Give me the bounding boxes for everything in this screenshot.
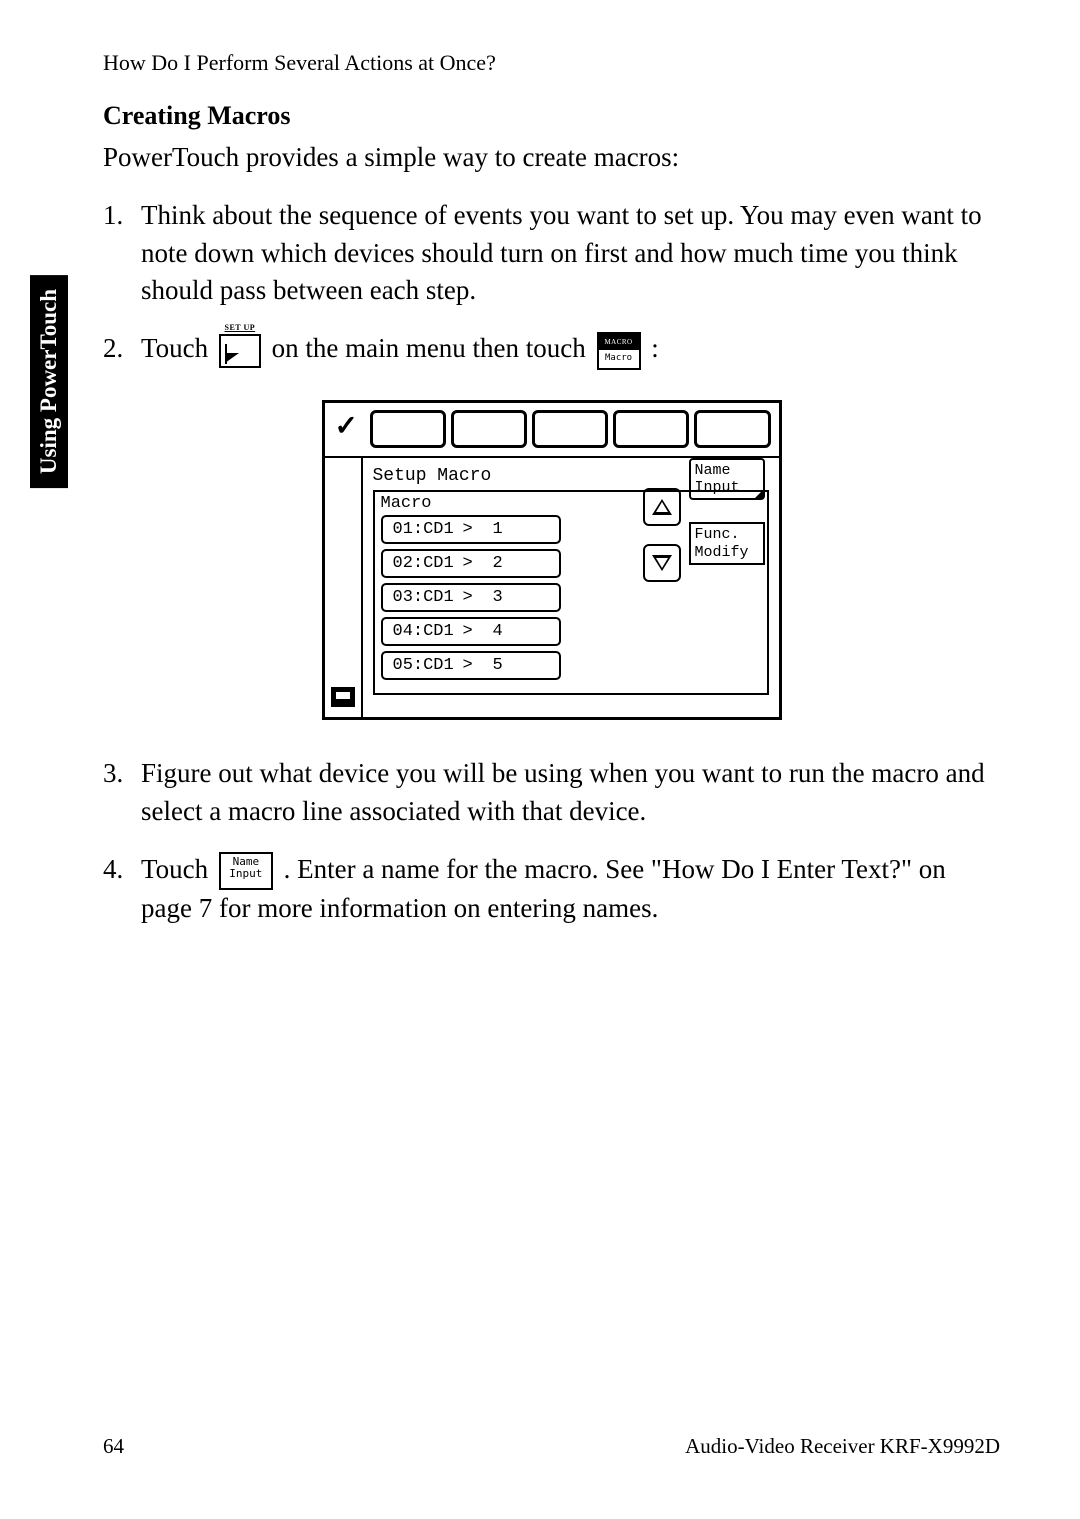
- display-icon: [331, 687, 355, 707]
- top-softkey: [370, 410, 446, 448]
- btn-line: Input: [695, 479, 759, 496]
- macro-num: 5: [493, 656, 503, 675]
- macro-row: 01:CD1 > 1: [381, 515, 561, 544]
- check-icon: [333, 413, 365, 445]
- macro-arrow: >: [463, 588, 493, 607]
- macro-icon-top: MACRO: [599, 334, 639, 350]
- setup-icon: SET UP: [219, 334, 261, 368]
- step-number: 4.: [103, 851, 141, 929]
- name-input-button: Name Input: [689, 458, 765, 501]
- text-part: Touch: [141, 333, 215, 363]
- macro-num: 3: [493, 588, 503, 607]
- macro-num: 4: [493, 622, 503, 641]
- step-number: 3.: [103, 755, 141, 831]
- step-4: 4. Touch Name Input . Enter a name for t…: [103, 851, 1000, 929]
- page-number: 64: [103, 1434, 124, 1459]
- page-footer: 64 Audio-Video Receiver KRF-X9992D: [103, 1434, 1000, 1459]
- step-text: Touch Name Input . Enter a name for the …: [141, 851, 1000, 929]
- top-softkey: [532, 410, 608, 448]
- macro-arrow: >: [463, 656, 493, 675]
- text-part: :: [651, 333, 659, 363]
- step-3: 3. Figure out what device you will be us…: [103, 755, 1000, 831]
- func-modify-button: Func. Modify: [689, 522, 765, 565]
- macro-code: 02:CD1: [393, 554, 463, 573]
- macro-row: 05:CD1 > 5: [381, 651, 561, 680]
- intro-text: PowerTouch provides a simple way to crea…: [103, 139, 1000, 177]
- name-input-icon: Name Input: [219, 852, 273, 890]
- text-part: on the main menu then touch: [272, 333, 593, 363]
- macro-num: 2: [493, 554, 503, 573]
- macro-code: 04:CD1: [393, 622, 463, 641]
- macro-row: 02:CD1 > 2: [381, 549, 561, 578]
- macro-icon: MACRO Macro: [597, 332, 641, 370]
- step-text: Touch SET UP on the main menu then touch…: [141, 330, 1000, 370]
- step-1: 1. Think about the sequence of events yo…: [103, 197, 1000, 310]
- lcd-leftbar: [325, 458, 363, 717]
- setup-icon-label: SET UP: [221, 322, 259, 333]
- step-number: 1.: [103, 197, 141, 310]
- lcd-main: Setup Macro Macro 01:CD1 > 1 02:CD1 > 2: [363, 458, 779, 717]
- top-softkey: [694, 410, 770, 448]
- btn-line: Modify: [695, 544, 759, 561]
- page-header: How Do I Perform Several Actions at Once…: [103, 50, 1000, 76]
- macro-row: 04:CD1 > 4: [381, 617, 561, 646]
- up-arrow-button: [643, 488, 681, 526]
- text-part: Touch: [141, 854, 215, 884]
- btn-line: Name: [695, 462, 759, 479]
- side-tab: Using PowerTouch: [30, 275, 68, 488]
- macro-arrow: >: [463, 520, 493, 539]
- lcd-screenshot: Setup Macro Macro 01:CD1 > 1 02:CD1 > 2: [322, 400, 782, 720]
- macro-row: 03:CD1 > 3: [381, 583, 561, 612]
- macro-code: 03:CD1: [393, 588, 463, 607]
- step-text: Figure out what device you will be using…: [141, 755, 1000, 831]
- lcd-topbar: [325, 403, 779, 458]
- macro-arrow: >: [463, 622, 493, 641]
- product-name: Audio-Video Receiver KRF-X9992D: [685, 1434, 1000, 1459]
- down-arrow-button: [643, 544, 681, 582]
- step-text: Think about the sequence of events you w…: [141, 197, 1000, 310]
- step-2: 2. Touch SET UP on the main menu then to…: [103, 330, 1000, 370]
- section-title: Creating Macros: [103, 101, 1000, 131]
- macro-icon-bottom: Macro: [599, 350, 639, 366]
- macro-num: 1: [493, 520, 503, 539]
- macro-code: 01:CD1: [393, 520, 463, 539]
- top-softkey: [613, 410, 689, 448]
- macro-arrow: >: [463, 554, 493, 573]
- icon-line: Input: [221, 868, 271, 880]
- step-number: 2.: [103, 330, 141, 370]
- macro-code: 05:CD1: [393, 656, 463, 675]
- btn-line: Func.: [695, 526, 759, 543]
- top-softkey: [451, 410, 527, 448]
